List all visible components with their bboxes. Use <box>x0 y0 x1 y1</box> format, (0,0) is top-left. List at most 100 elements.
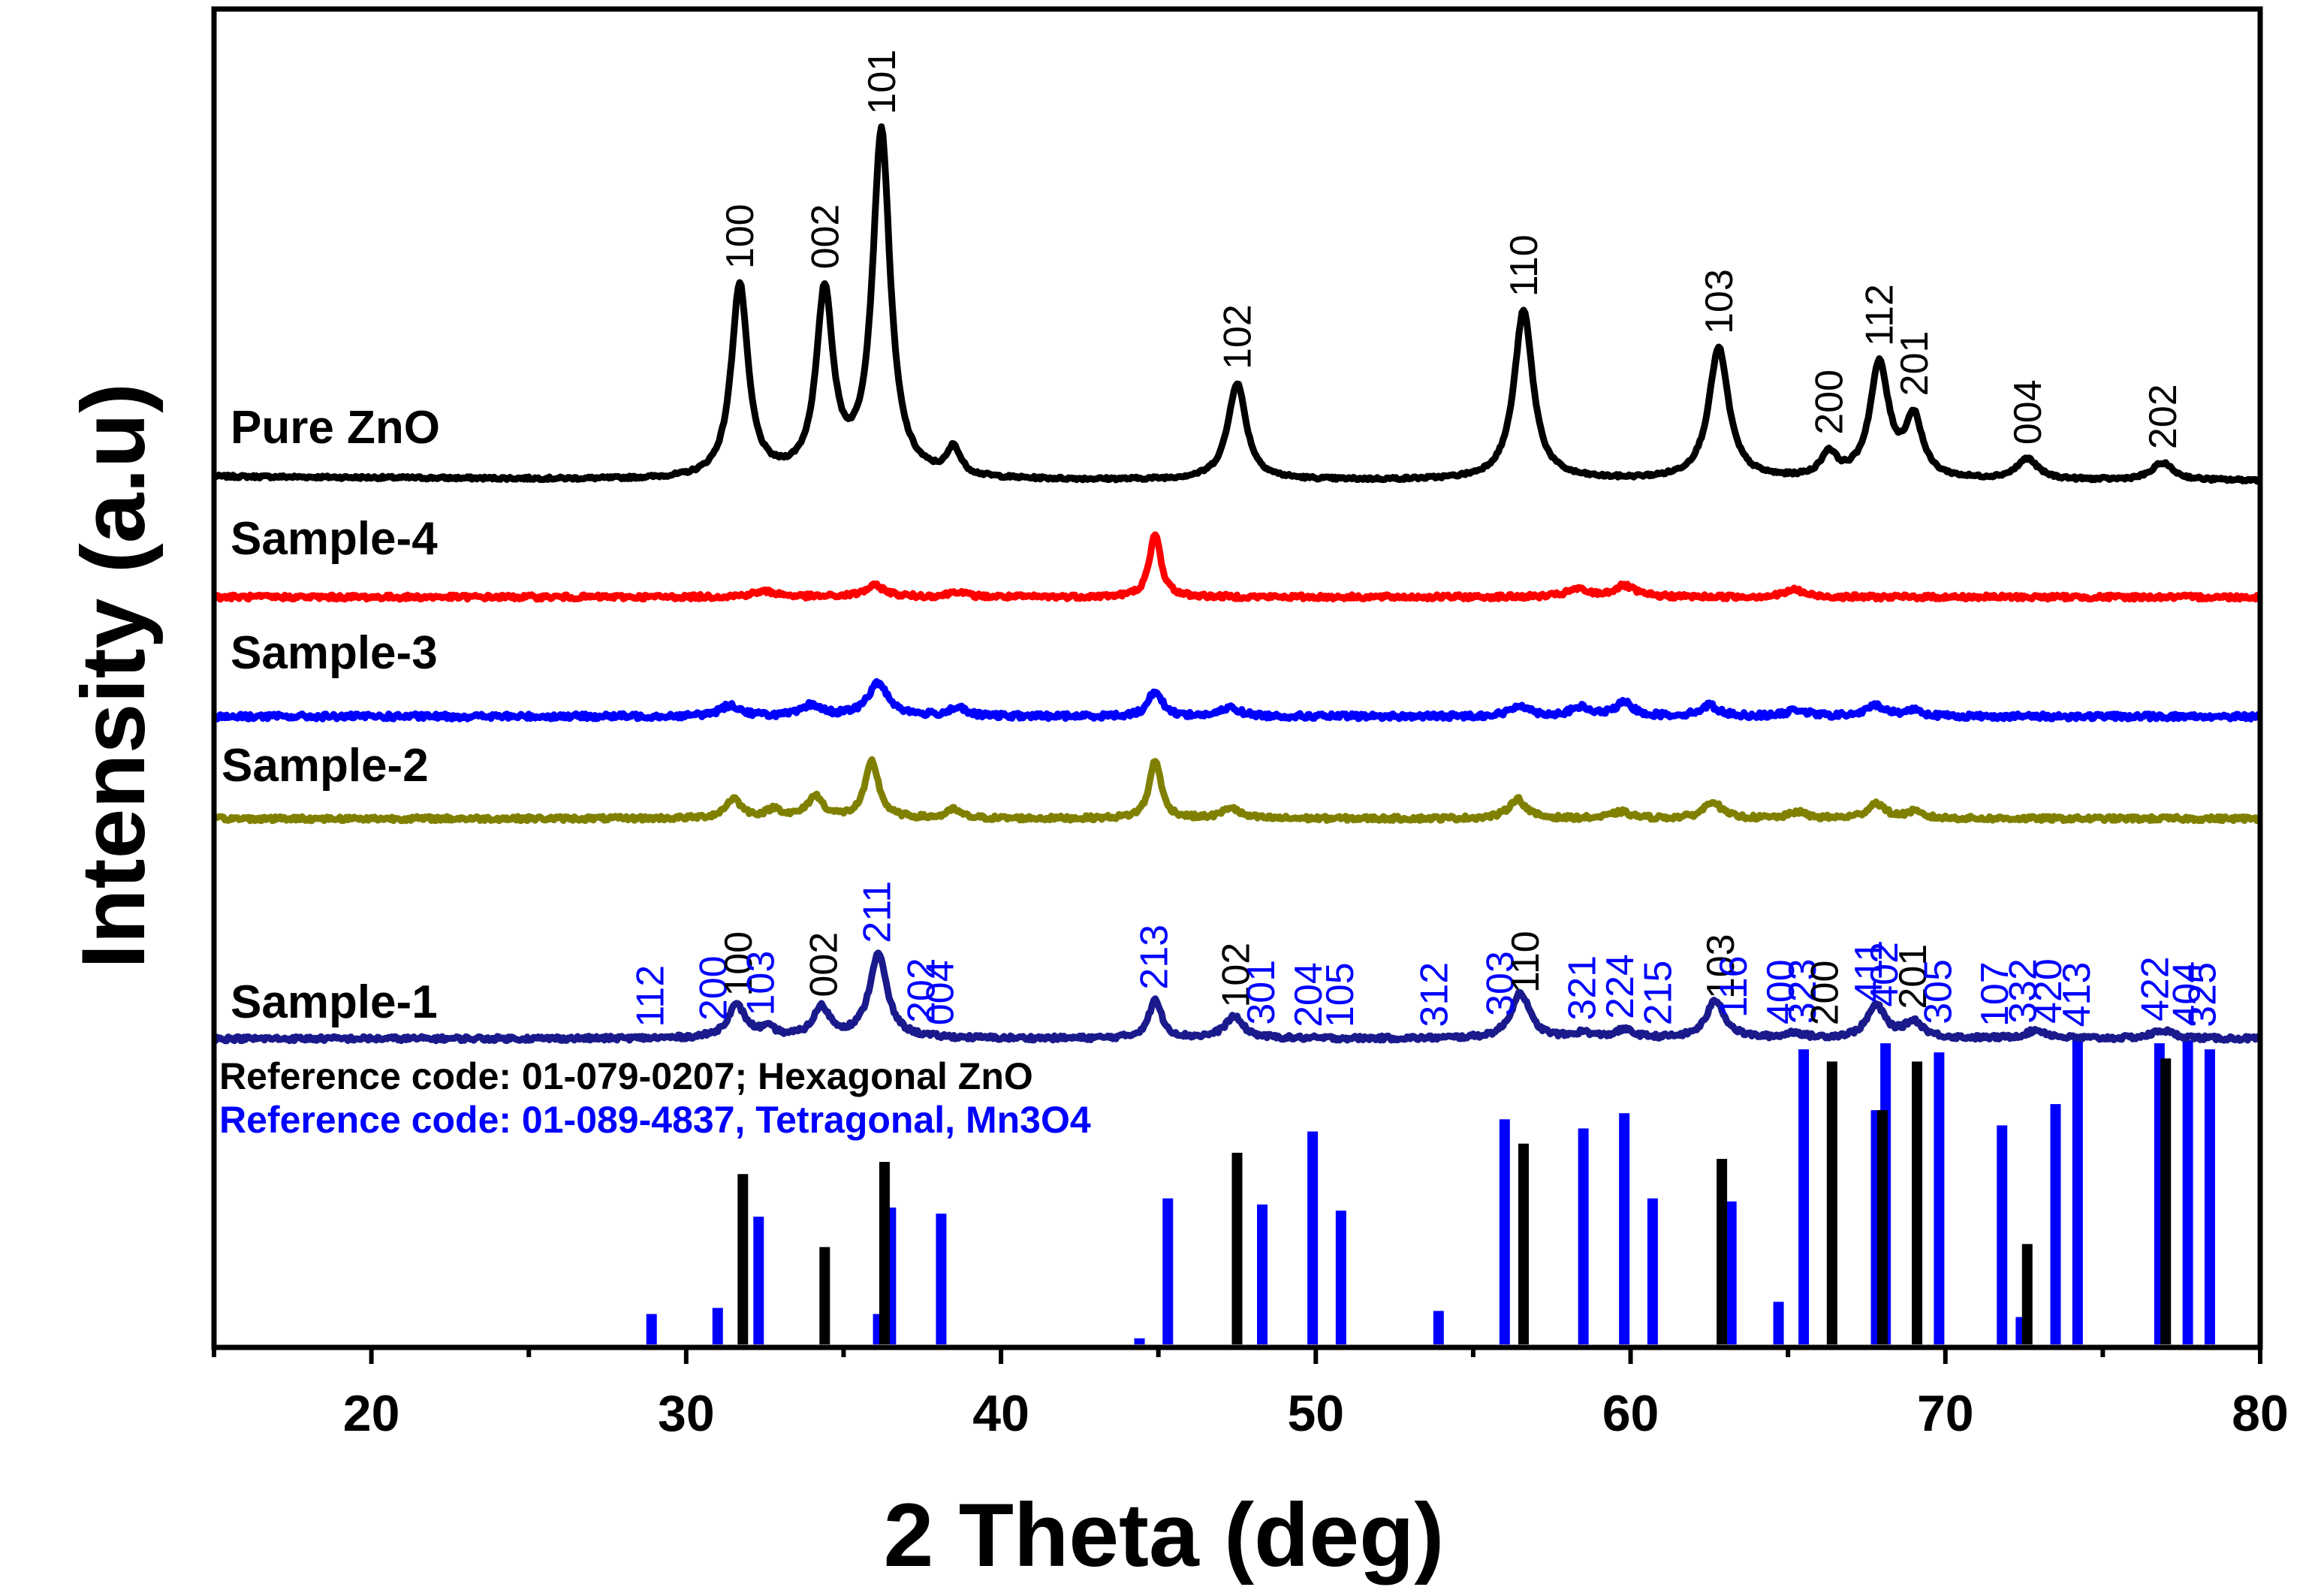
peak-label-sample1: 105 <box>1319 962 1362 1027</box>
ref-bar-mn3o4 <box>1798 1049 1810 1344</box>
peak-label-sample1: 305 <box>1916 959 1960 1024</box>
series-label-sample-1: Sample-1 <box>231 976 438 1028</box>
ref-bar-mn3o4 <box>1647 1198 1658 1344</box>
trace-sample1 <box>211 949 2262 1045</box>
ref-bar-mn3o4 <box>1997 1125 2008 1344</box>
series-label-sample-4: Sample-4 <box>231 513 438 565</box>
peak-label-pure: 004 <box>2006 379 2050 445</box>
peak-label-pure: 100 <box>719 204 762 269</box>
plot-frame <box>211 6 2263 1350</box>
peak-label-sample1: 422 <box>2134 956 2178 1021</box>
ref-bar-mn3o4 <box>1726 1201 1737 1344</box>
ref-bar-mn3o4 <box>2204 1049 2215 1344</box>
reference-bars <box>646 1040 2215 1344</box>
peak-label-sample1: 312 <box>1413 962 1457 1027</box>
ref-bar-mn3o4 <box>1773 1302 1784 1344</box>
ref-bar-mn3o4 <box>1578 1128 1589 1344</box>
reference-legend-mn3o4: Reference code: 01-089-4837, Tetragonal,… <box>219 1099 1091 1141</box>
x-tick-label: 30 <box>658 1385 715 1442</box>
ref-bar-zno <box>2160 1058 2172 1344</box>
series-label-sample-2: Sample-2 <box>222 740 429 792</box>
y-axis-title: Intensity (a.u) <box>63 383 164 969</box>
ref-bar-zno <box>1876 1110 1888 1344</box>
x-tick-label: 60 <box>1602 1385 1659 1442</box>
trace-pure <box>212 123 2262 485</box>
series-label-sample-3: Sample-3 <box>231 627 438 679</box>
peak-label-sample1: 100 <box>717 931 761 997</box>
ref-bar-zno <box>879 1162 890 1344</box>
x-tick-label: 70 <box>1917 1385 1974 1442</box>
ref-bar-mn3o4 <box>1499 1119 1510 1344</box>
peak-label-pure: 202 <box>2142 384 2185 449</box>
ref-bar-mn3o4 <box>1934 1052 1945 1344</box>
ref-bar-mn3o4 <box>2182 1040 2193 1344</box>
x-tick-label: 50 <box>1287 1385 1344 1442</box>
peak-label-sample1: 204 <box>1287 962 1331 1027</box>
peak-label-pure: 110 <box>1503 234 1546 297</box>
ref-bar-mn3o4 <box>1162 1198 1174 1344</box>
peak-label-sample1: 200 <box>692 955 736 1021</box>
ref-bar-zno <box>1826 1061 1837 1344</box>
x-tick-label: 80 <box>2232 1385 2289 1442</box>
peak-label-sample1: 103 <box>1699 934 1743 999</box>
peak-label-sample1: 112 <box>629 965 673 1027</box>
x-axis-ticks: 20 30 40 50 60 70 80 <box>212 1347 2289 1442</box>
series-label-pure-zno: Pure ZnO <box>231 402 440 454</box>
ref-bar-mn3o4 <box>1134 1338 1145 1344</box>
peak-label-sample1: 303 <box>1479 951 1523 1016</box>
trace-sample4 <box>211 531 2263 603</box>
peak-label-sample1: 215 <box>1636 961 1680 1026</box>
peak-label-sample1: 323 <box>1781 958 1825 1024</box>
peak-label-sample1: 201 <box>1891 944 1935 1009</box>
ref-bar-mn3o4 <box>753 1216 764 1344</box>
peak-label-sample1: 404 <box>2166 961 2209 1027</box>
peak-label-sample1: 420 <box>2027 958 2070 1024</box>
peak-label-sample1: 332 <box>2002 958 2045 1024</box>
ref-bar-mn3o4 <box>1619 1113 1630 1344</box>
ref-bar-zno <box>737 1174 749 1344</box>
ref-bar-zno <box>1231 1152 1243 1344</box>
trace-sample3 <box>211 677 2262 723</box>
peak-label-sample1: 102 <box>1215 943 1258 1008</box>
peak-label-sample1: 211 <box>856 881 900 943</box>
peak-label-pure: 101 <box>861 50 904 115</box>
peak-label-sample1: 402 <box>1863 942 1907 1007</box>
x-tick-label: 20 <box>343 1385 400 1442</box>
peak-label-sample1: 116 <box>1712 955 1756 1018</box>
peak-label-pure: 200 <box>1808 370 1852 435</box>
peak-label-sample1: 301 <box>1240 960 1283 1025</box>
peak-label-sample1: 202 <box>900 958 943 1023</box>
ref-bar-zno <box>1912 1061 1923 1344</box>
peak-label-sample1: 107 <box>1973 961 2017 1027</box>
ref-bar-mn3o4 <box>646 1314 657 1344</box>
peak-label-sample1: 200 <box>1803 961 1846 1026</box>
ref-bar-mn3o4 <box>1257 1204 1268 1344</box>
xrd-traces <box>211 123 2263 1045</box>
peak-label-pure: 102 <box>1216 304 1260 370</box>
peak-label-pure: 103 <box>1698 269 1741 334</box>
reference-legend-zno: Reference code: 01-079-0207; Hexagonal Z… <box>219 1055 1033 1097</box>
ref-bar-zno <box>2021 1244 2033 1344</box>
trace-sample2 <box>212 756 2262 825</box>
ref-bar-mn3o4 <box>1307 1131 1319 1344</box>
peak-label-sample1: 224 <box>1599 954 1642 1019</box>
peak-label-sample1: 413 <box>2055 962 2099 1027</box>
peak-label-pure: 002 <box>803 204 847 270</box>
ref-bar-mn3o4 <box>2072 1040 2083 1344</box>
peak-label-sample1: 002 <box>802 932 846 997</box>
peak-label-sample1: 103 <box>739 951 782 1016</box>
ref-bar-mn3o4 <box>936 1213 947 1344</box>
peak-label-sample1: 411 <box>1847 940 1891 1003</box>
ref-bar-zno <box>1717 1158 1728 1344</box>
peak-label-sample1: 110 <box>1504 931 1548 993</box>
x-axis-title: 2 Theta (deg) <box>884 1485 1445 1585</box>
peak-label-pure: 112 <box>1858 284 1902 346</box>
ref-bar-mn3o4 <box>1433 1311 1444 1344</box>
peak-label-sample1: 400 <box>1759 959 1803 1024</box>
ref-bar-mn3o4 <box>2050 1104 2061 1344</box>
peak-label-sample1: 004 <box>918 961 962 1026</box>
peak-label-sample1: 213 <box>1133 925 1177 990</box>
